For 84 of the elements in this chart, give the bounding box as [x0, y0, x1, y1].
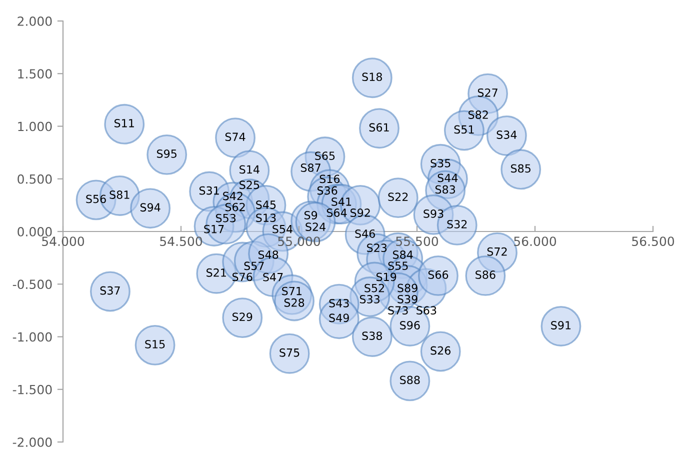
data-label: S21 — [206, 268, 226, 277]
data-label: S82 — [468, 110, 488, 119]
data-label: S83 — [435, 185, 456, 194]
data-label: S19 — [376, 272, 396, 282]
data-label: S32 — [447, 220, 467, 228]
x-tick-label: 55.000 — [278, 236, 320, 246]
data-label: S96 — [400, 321, 420, 330]
data-label: S28 — [284, 298, 304, 307]
data-label: S87 — [300, 164, 320, 172]
data-label: S42 — [223, 192, 242, 200]
data-label: S29 — [232, 312, 252, 322]
data-label: S14 — [240, 165, 260, 174]
data-label: S95 — [156, 149, 176, 158]
data-label: S36 — [317, 186, 338, 195]
x-tick-label: 54.500 — [160, 236, 202, 246]
y-tick-label: 1.000 — [18, 122, 52, 132]
data-label: S37 — [100, 286, 120, 295]
data-label: S25 — [240, 180, 260, 190]
data-label: S62 — [225, 202, 245, 212]
data-label: S51 — [454, 125, 474, 134]
data-label: S92 — [350, 208, 370, 217]
data-label: S57 — [244, 262, 264, 270]
y-tick-label: 2.000 — [18, 16, 52, 26]
data-label: S71 — [282, 286, 302, 296]
data-label: S85 — [510, 164, 530, 173]
data-label: S34 — [496, 130, 517, 139]
data-label: S27 — [478, 88, 498, 97]
data-label: S88 — [400, 376, 420, 384]
data-label: S35 — [430, 158, 450, 168]
data-label: S31 — [199, 186, 219, 195]
data-label: S24 — [306, 222, 326, 231]
data-label: S52 — [364, 284, 384, 292]
data-label: S93 — [424, 209, 444, 218]
data-label: S72 — [487, 247, 507, 256]
data-label: S86 — [476, 270, 496, 279]
data-label: S55 — [388, 262, 408, 270]
data-label: S65 — [315, 152, 335, 160]
data-label: S46 — [355, 229, 375, 238]
data-label: S47 — [263, 272, 283, 282]
data-label: S22 — [388, 192, 408, 202]
y-tick-label: -0.500 — [12, 280, 52, 290]
data-label: S16 — [320, 174, 340, 184]
data-label: S49 — [329, 314, 349, 322]
data-label: S18 — [362, 72, 382, 82]
data-label: S94 — [140, 203, 160, 212]
y-tick-label: 1.500 — [18, 69, 52, 79]
data-label: S81 — [110, 190, 130, 199]
data-label: S73 — [388, 306, 408, 315]
data-label: S75 — [280, 348, 300, 357]
data-label: S45 — [256, 200, 276, 209]
data-label: S15 — [145, 340, 165, 348]
data-label: S84 — [392, 250, 413, 259]
data-label: S38 — [362, 332, 382, 340]
data-label: S33 — [360, 295, 380, 304]
data-label: S23 — [367, 244, 387, 252]
data-label: S56 — [86, 194, 106, 204]
data-label: S53 — [216, 214, 236, 222]
data-label: S9 — [304, 210, 318, 220]
data-label: S64 — [326, 208, 347, 217]
data-label: S66 — [428, 270, 448, 279]
x-tick-label: 56.500 — [632, 236, 674, 246]
data-label: S13 — [256, 214, 276, 222]
x-tick-label: 56.000 — [514, 236, 556, 246]
data-label: S48 — [258, 250, 278, 259]
data-label: S26 — [430, 346, 450, 355]
data-label: S17 — [204, 224, 224, 234]
y-tick-label: 0.500 — [18, 174, 52, 184]
y-tick-label: -1.500 — [12, 384, 52, 394]
data-label: S63 — [416, 306, 436, 315]
x-tick-label: 54.000 — [42, 236, 84, 246]
y-tick-label: 0.000 — [18, 226, 52, 236]
y-tick-label: -2.000 — [12, 437, 52, 447]
data-label: S76 — [232, 272, 252, 282]
data-label: S41 — [332, 197, 352, 206]
data-label: S89 — [398, 284, 418, 292]
data-label: S61 — [369, 123, 389, 132]
y-tick-label: -1.000 — [12, 332, 52, 342]
data-label: S91 — [551, 321, 571, 330]
data-label: S39 — [398, 294, 418, 304]
data-label: S54 — [272, 224, 292, 234]
data-label: S74 — [225, 132, 246, 142]
data-label: S44 — [438, 174, 458, 182]
data-label: S11 — [114, 118, 134, 128]
data-label: S43 — [329, 298, 349, 308]
